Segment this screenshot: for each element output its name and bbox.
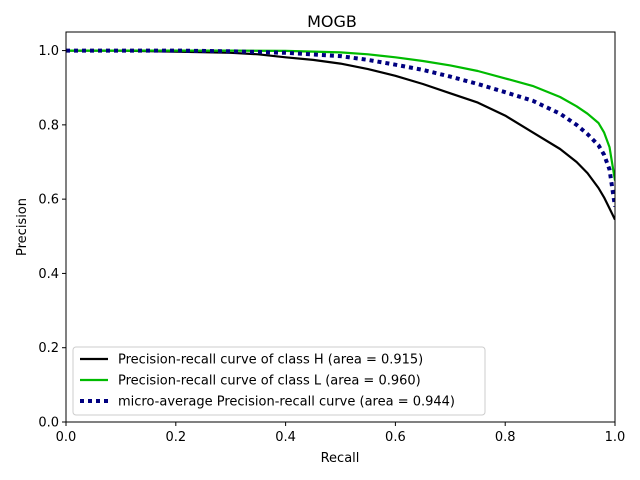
series-line-1	[66, 49, 615, 221]
x-axis: 0.0 0.2 0.4 0.6 0.8 1.0	[56, 422, 626, 445]
series-layer	[66, 48, 615, 221]
series-line-2	[66, 49, 615, 181]
y-tick-label: 0.8	[38, 118, 59, 133]
x-tick-label: 0.8	[495, 430, 516, 445]
legend-label-1: Precision-recall curve of class H (area …	[118, 353, 423, 368]
y-tick-label: 0.4	[38, 267, 59, 282]
y-tick-label: 0.2	[38, 341, 59, 356]
x-tick-label: 1.0	[605, 430, 626, 445]
plot-frame	[65, 31, 616, 423]
x-axis-label: Recall	[321, 451, 360, 466]
x-tick-label: 0.6	[385, 430, 406, 445]
legend-label-3: micro-average Precision-recall curve (ar…	[118, 395, 455, 410]
chart-title: MOGB	[307, 12, 357, 31]
y-tick-label: 1.0	[38, 44, 59, 59]
y-tick-label: 0.6	[38, 193, 59, 208]
legend: Precision-recall curve of class H (area …	[72, 346, 486, 416]
legend-box	[72, 346, 486, 416]
x-tick-label: 0.0	[56, 430, 77, 445]
legend-label-2: Precision-recall curve of class L (area …	[118, 374, 421, 389]
y-axis: 0.0 0.2 0.4 0.6 0.8 1.0	[38, 44, 66, 431]
series-line-3	[66, 48, 615, 207]
x-tick-label: 0.4	[275, 430, 296, 445]
x-tick-label: 0.2	[165, 430, 186, 445]
y-axis-label: Precision	[15, 198, 30, 256]
plot-area	[65, 31, 616, 423]
y-tick-label: 0.0	[38, 416, 59, 431]
